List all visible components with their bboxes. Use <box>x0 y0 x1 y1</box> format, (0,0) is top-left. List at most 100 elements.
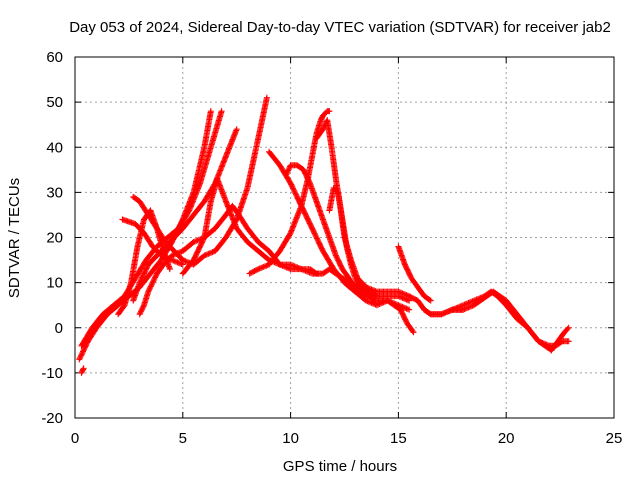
data-point-marker <box>392 301 399 308</box>
data-point-marker <box>399 303 406 310</box>
data-point-marker <box>461 306 468 313</box>
data-point-marker <box>143 265 150 272</box>
data-point-marker <box>149 280 155 287</box>
data-point-marker <box>139 306 146 313</box>
data-point-marker <box>171 251 178 258</box>
data-point-marker <box>404 306 411 313</box>
data-point-marker <box>380 299 387 306</box>
data-point-marker <box>204 251 211 258</box>
data-point-marker <box>138 307 145 314</box>
data-point <box>363 297 370 304</box>
data-point-marker <box>285 167 292 174</box>
data-point <box>565 338 572 345</box>
data-point-marker <box>402 305 409 312</box>
data-point-marker <box>151 275 158 282</box>
data-point-marker <box>174 259 181 266</box>
data-point-marker <box>263 262 270 269</box>
data-point <box>406 297 413 304</box>
data-point-marker <box>285 166 292 173</box>
data-point-marker <box>290 262 297 269</box>
data-point-marker <box>283 170 290 177</box>
series-track-17 <box>421 288 572 349</box>
data-point-marker <box>564 325 571 332</box>
data-point-marker <box>148 282 155 289</box>
data-point-marker <box>388 299 395 306</box>
data-point-marker <box>259 264 266 271</box>
data-point-marker <box>465 304 472 311</box>
data-point-marker <box>292 263 299 270</box>
data-point <box>166 266 173 273</box>
data-points <box>76 94 572 376</box>
y-tick-label: 0 <box>55 320 63 337</box>
data-point-marker <box>142 266 149 273</box>
data-point <box>145 288 152 295</box>
y-tick-label: 60 <box>46 49 63 66</box>
y-tick-label: -10 <box>41 365 63 382</box>
data-point <box>158 252 165 259</box>
data-point <box>233 126 240 133</box>
x-tick-label: 10 <box>282 430 299 447</box>
data-point-marker <box>409 328 416 335</box>
data-point <box>565 324 572 331</box>
data-point-marker <box>403 305 410 312</box>
data-point <box>207 108 214 115</box>
y-tick-label: 40 <box>46 139 63 156</box>
data-point-marker <box>272 259 279 266</box>
data-point-marker <box>170 251 177 258</box>
data-point <box>201 252 208 259</box>
data-point <box>169 252 176 259</box>
data-point-marker <box>140 271 147 278</box>
series-track-16 <box>341 279 413 313</box>
series-track-15 <box>395 243 434 304</box>
data-point-marker <box>261 263 268 270</box>
data-point-marker <box>144 264 151 271</box>
data-point-marker <box>443 308 450 315</box>
data-point-marker <box>138 275 145 282</box>
data-point-marker <box>141 269 148 276</box>
x-tick-label: 25 <box>606 430 623 447</box>
data-point-marker <box>385 298 392 305</box>
chart-title: Day 053 of 2024, Sidereal Day-to-day VTE… <box>69 19 611 36</box>
y-tick-label: 50 <box>46 94 63 111</box>
data-point <box>263 94 270 101</box>
data-point-marker <box>254 266 261 273</box>
data-point-marker <box>441 310 448 317</box>
data-point-marker <box>76 355 83 362</box>
data-point-marker <box>206 250 213 257</box>
y-tick-label: 30 <box>46 184 63 201</box>
data-point-marker <box>387 298 394 305</box>
data-point <box>460 306 467 313</box>
x-axis-title: GPS time / hours <box>283 458 397 475</box>
data-point-marker <box>400 304 407 311</box>
data-point-marker <box>139 304 146 311</box>
data-point-marker <box>297 265 304 272</box>
series-track-3 <box>78 365 87 376</box>
data-point-marker <box>442 309 449 316</box>
y-tick-label: -20 <box>41 410 63 427</box>
series-track-18 <box>449 288 572 354</box>
data-point-marker <box>400 295 407 302</box>
data-point <box>438 311 445 318</box>
data-point-marker <box>170 257 177 264</box>
data-point-marker <box>175 259 182 266</box>
data-point-marker <box>284 168 291 175</box>
data-point <box>136 279 143 286</box>
data-point-marker <box>466 303 473 310</box>
data-point-marker <box>371 301 378 308</box>
y-axis-title: SDTVAR / TECUs <box>6 178 23 298</box>
data-point-marker <box>145 287 152 294</box>
data-point <box>80 365 87 372</box>
x-tick-label: 5 <box>179 430 187 447</box>
data-point-marker <box>372 292 379 299</box>
data-point-marker <box>274 260 281 267</box>
data-point-marker <box>294 264 301 271</box>
data-point-marker <box>81 344 88 351</box>
data-point <box>190 239 197 246</box>
data-point <box>255 266 262 273</box>
data-point-marker <box>200 235 207 242</box>
data-point-marker <box>368 299 375 306</box>
series-track-12 <box>283 162 417 336</box>
plot-frame <box>74 56 615 419</box>
data-point-marker <box>146 286 153 293</box>
